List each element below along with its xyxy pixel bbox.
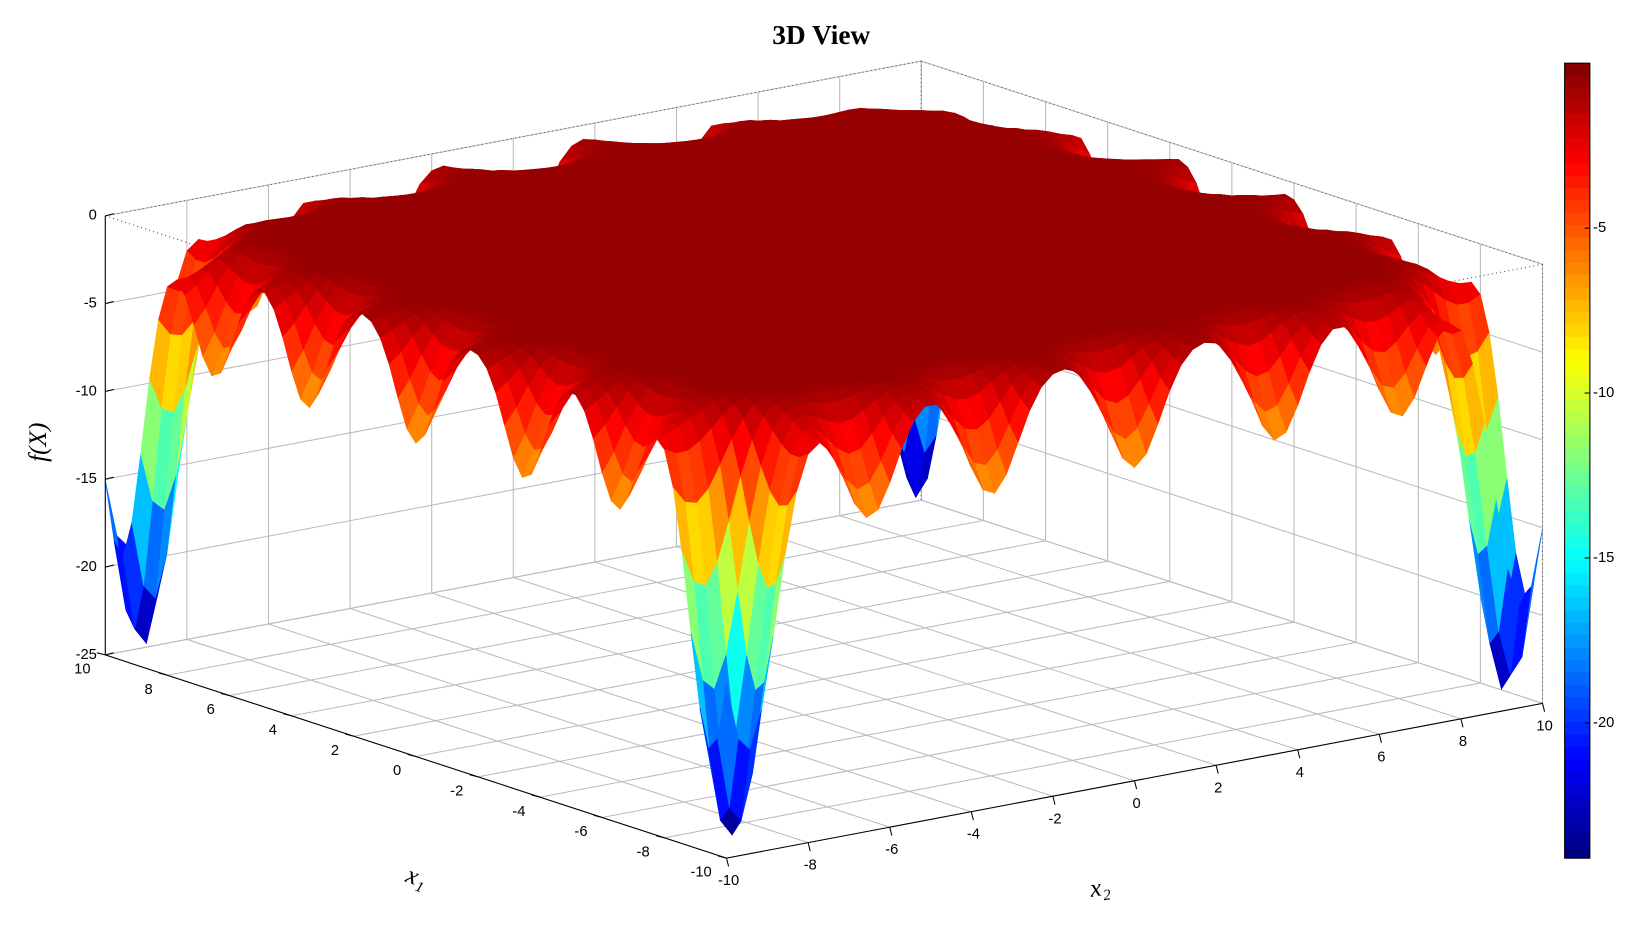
chart-title: 3D View — [772, 20, 870, 50]
x-tick-label: -4 — [512, 804, 525, 820]
grid-line — [350, 608, 971, 811]
tick-mark — [1053, 796, 1055, 804]
x-tick-label: 2 — [331, 743, 339, 759]
surface-patch — [1522, 529, 1543, 657]
tick-mark — [727, 858, 729, 866]
grid-line — [513, 578, 1134, 781]
x-tick-label: 8 — [144, 682, 152, 698]
y-tick-label: -4 — [967, 827, 980, 843]
tick-mark — [97, 653, 105, 655]
x-tick-label: -10 — [690, 865, 711, 881]
x-tick-label: 10 — [74, 662, 90, 678]
tick-mark — [890, 827, 892, 835]
y-tick-label: -2 — [1048, 811, 1061, 827]
y-tick-label: -10 — [718, 873, 739, 889]
x-tick-label: 0 — [393, 763, 401, 779]
tick-mark — [971, 812, 973, 820]
y-tick-label: -6 — [885, 842, 898, 858]
x-tick-label: 6 — [207, 702, 215, 718]
x-tick-label: -8 — [637, 844, 650, 860]
grid-line — [758, 531, 1379, 734]
x-tick-label: 4 — [269, 723, 277, 739]
x-tick-label: -6 — [574, 824, 587, 840]
grid-line — [840, 516, 1461, 719]
x-tick-label: -2 — [450, 783, 463, 799]
grid-line — [268, 624, 889, 827]
y-tick-label: -8 — [804, 858, 817, 874]
tick-mark — [808, 843, 810, 851]
